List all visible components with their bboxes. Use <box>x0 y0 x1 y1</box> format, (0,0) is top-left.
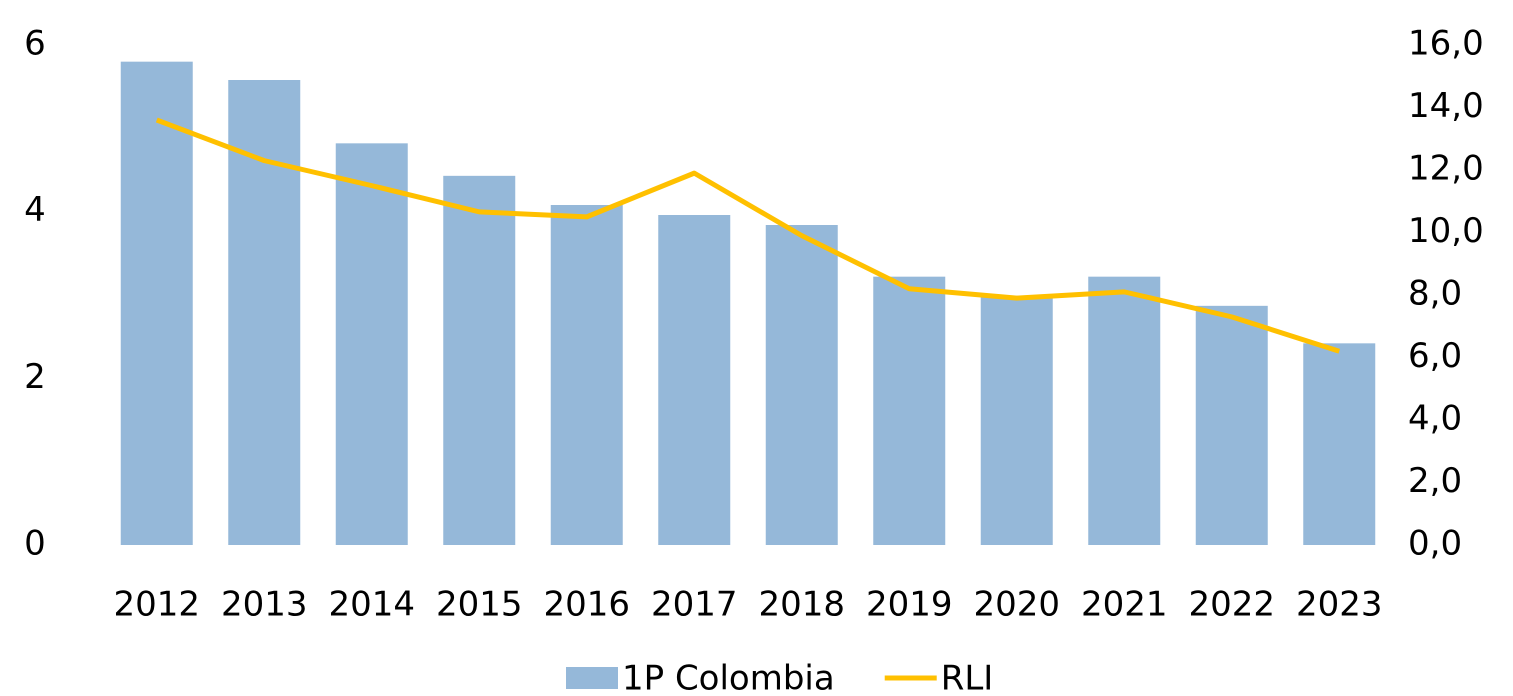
y2-tick-label: 6,0 <box>1408 336 1462 376</box>
line <box>155 117 1341 354</box>
x-tick-label: 2018 <box>758 585 845 625</box>
x-tick-label: 2022 <box>1188 585 1275 625</box>
y2-tick-label: 8,0 <box>1408 274 1462 314</box>
bar <box>1088 276 1161 545</box>
y2-tick-label: 4,0 <box>1408 399 1462 439</box>
x-tick-label: 2015 <box>436 585 523 625</box>
x-tick-label: 2013 <box>221 585 308 625</box>
bar <box>765 225 838 545</box>
y2-tick-label: 0,0 <box>1408 524 1462 564</box>
x-tick-label: 2014 <box>328 585 415 625</box>
bar <box>873 276 946 545</box>
bar <box>1195 305 1268 545</box>
legend-label: RLI <box>941 659 994 696</box>
y2-tick-label: 2,0 <box>1408 461 1462 501</box>
y2-tick-label: 14,0 <box>1408 86 1484 126</box>
bar <box>120 61 193 546</box>
bar <box>1303 343 1376 545</box>
y-tick-label: 2 <box>24 357 46 397</box>
bar <box>550 205 623 545</box>
bar <box>443 175 516 546</box>
legend-label: 1P Colombia <box>622 659 835 696</box>
bar <box>980 295 1053 545</box>
x-tick-label: 2019 <box>866 585 953 625</box>
bar <box>658 215 731 545</box>
y-tick-label: 4 <box>24 190 46 230</box>
x-tick-label: 2023 <box>1296 585 1383 625</box>
y2-tick-label: 16,0 <box>1408 24 1484 64</box>
bar <box>228 80 301 545</box>
y2-tick-label: 12,0 <box>1408 149 1484 189</box>
x-tick-label: 2012 <box>113 585 200 625</box>
bar <box>335 143 408 546</box>
legend-swatch <box>566 667 618 689</box>
x-tick-label: 2017 <box>651 585 738 625</box>
y-tick-label: 0 <box>24 524 46 564</box>
x-tick-label: 2021 <box>1081 585 1168 625</box>
x-tick-label: 2016 <box>543 585 630 625</box>
y2-tick-label: 10,0 <box>1408 211 1484 251</box>
x-tick-label: 2020 <box>973 585 1060 625</box>
y-tick-label: 6 <box>24 24 46 64</box>
